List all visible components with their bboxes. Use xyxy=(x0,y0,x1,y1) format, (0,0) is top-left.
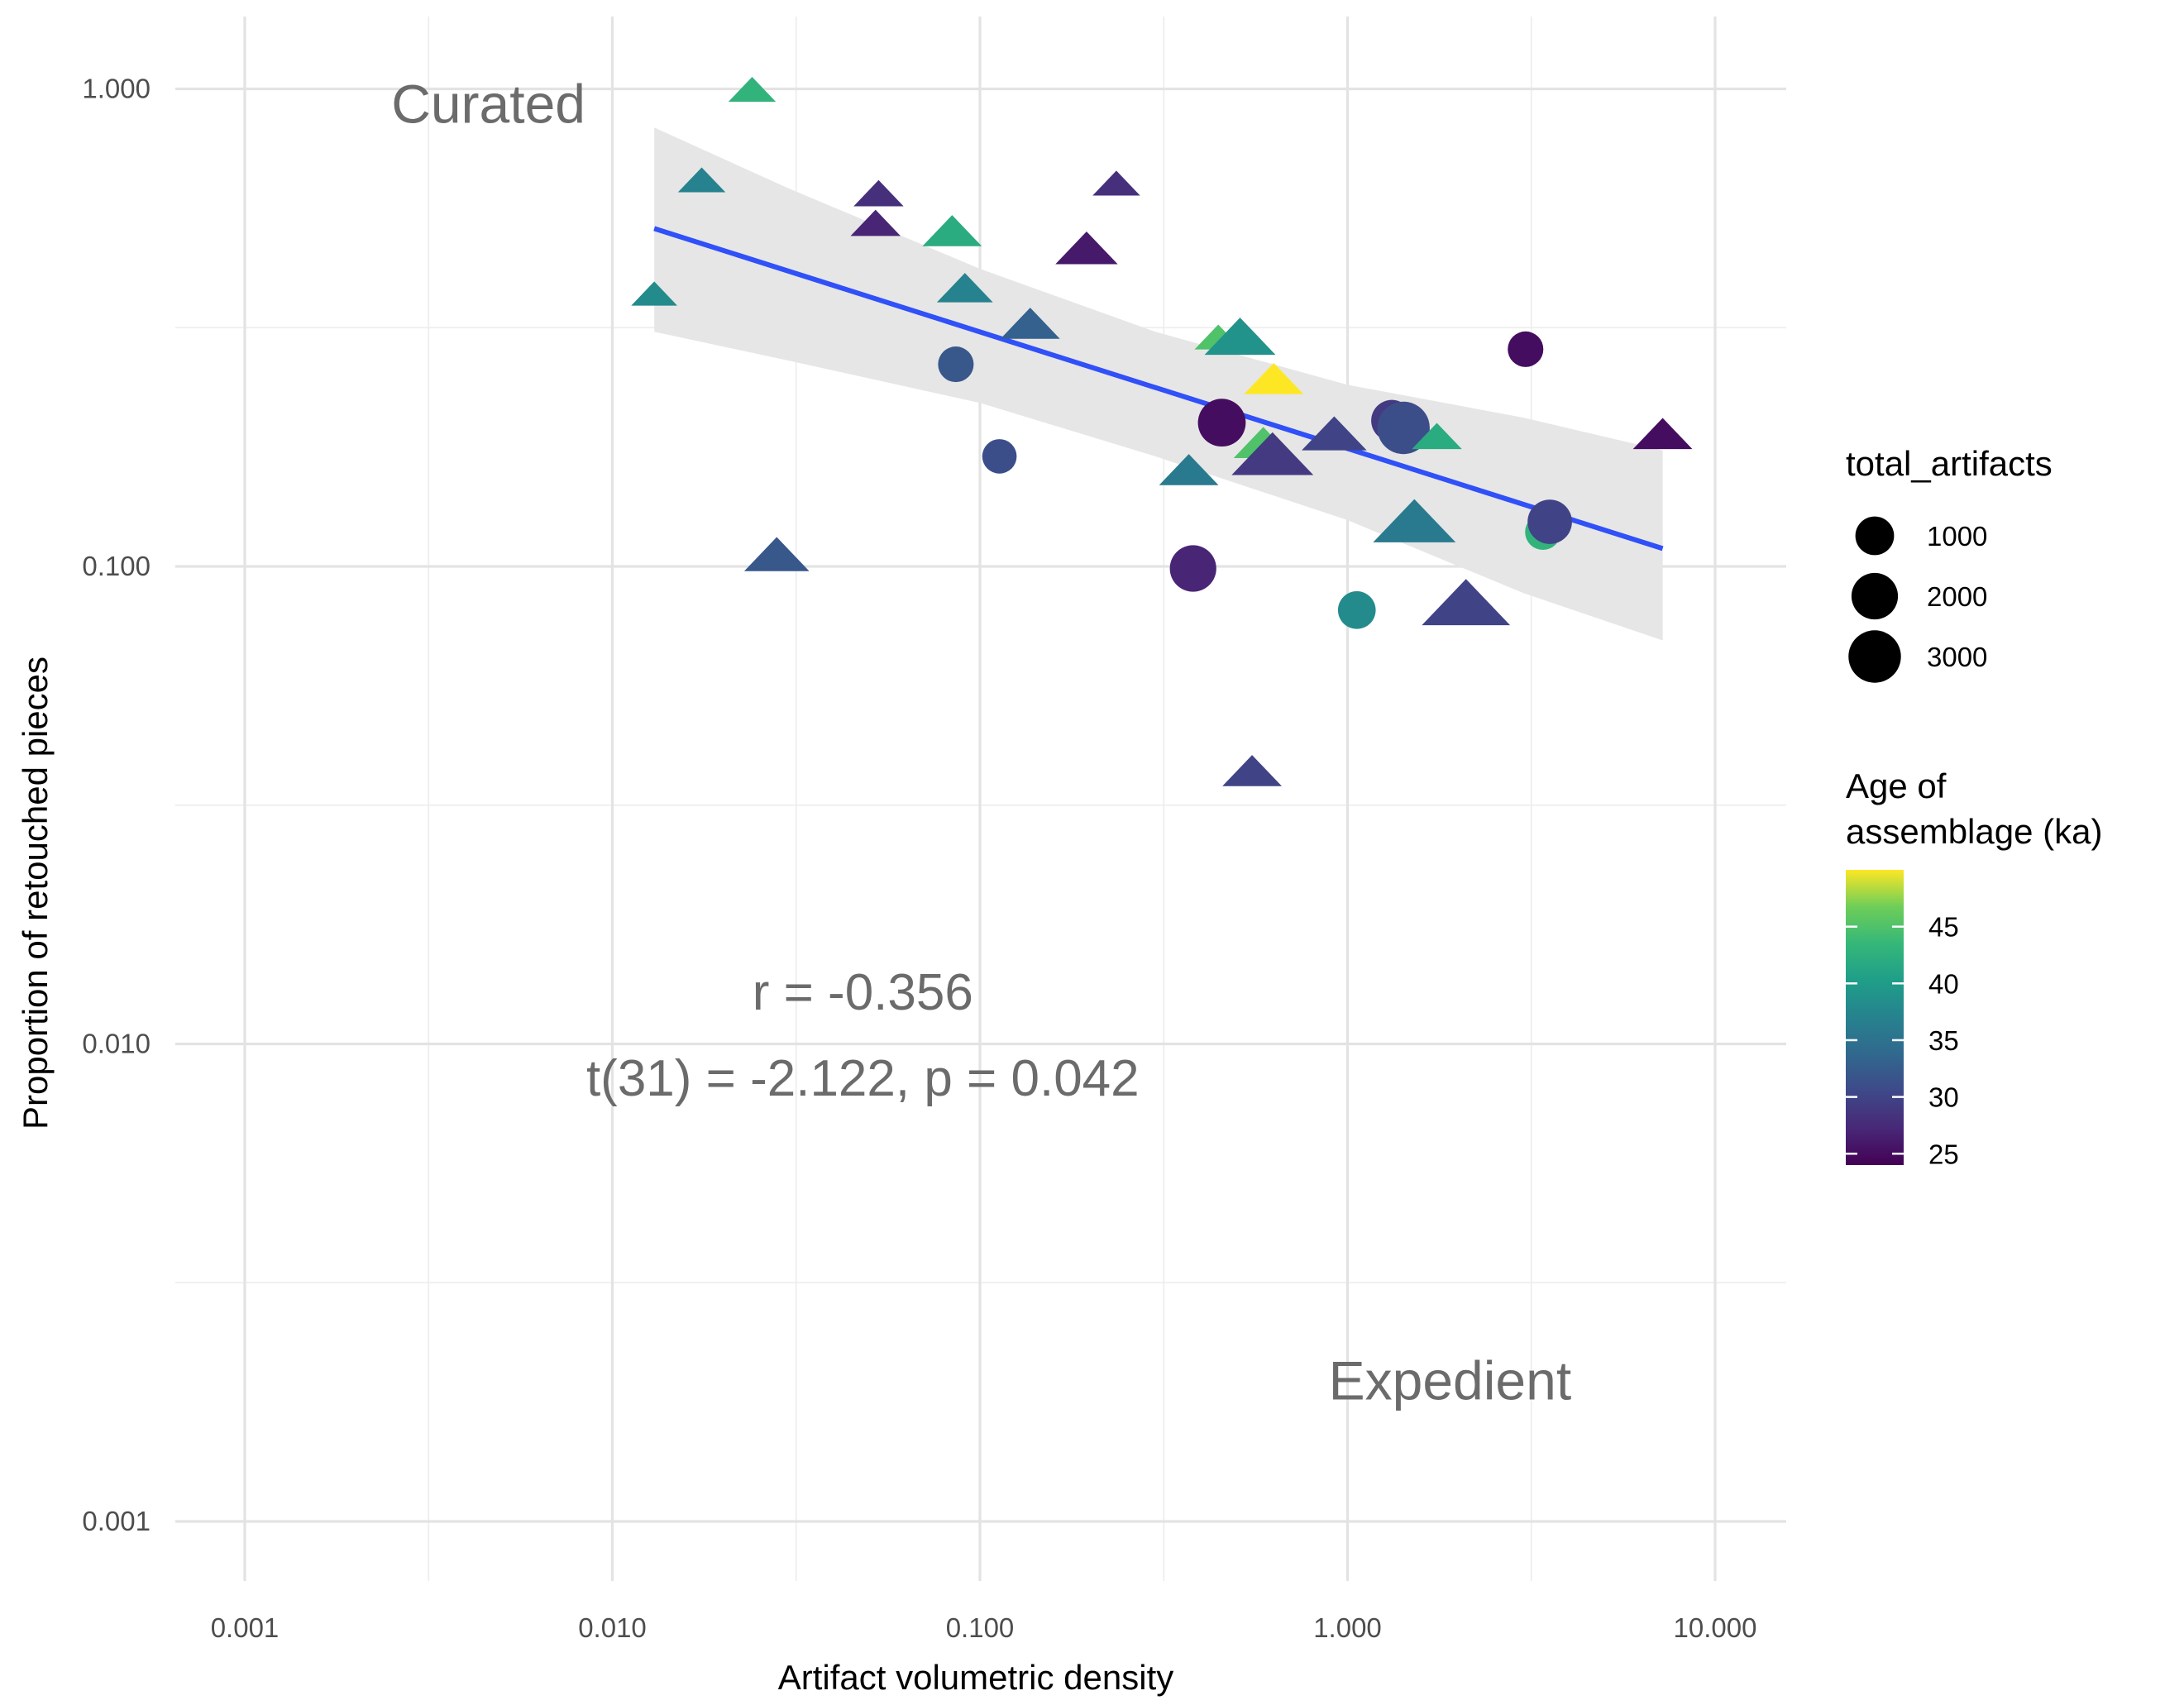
color-legend-title-line-1: Age of xyxy=(1846,767,1947,805)
confidence-band xyxy=(654,127,1663,641)
color-tick-label: 35 xyxy=(1928,1025,1959,1056)
data-point-triangle xyxy=(1302,416,1367,451)
data-point-triangle xyxy=(743,537,810,571)
y-axis-tick-labels: 0.001 0.010 0.100 1.000 xyxy=(82,74,151,1537)
size-legend-key xyxy=(1851,572,1899,620)
size-legend-key xyxy=(1848,630,1901,683)
x-tick-label: 10.000 xyxy=(1674,1612,1757,1643)
data-point-triangle xyxy=(1231,432,1314,475)
data-point-triangle xyxy=(1222,755,1283,786)
data-point-triangle xyxy=(1000,308,1060,339)
data-point-triangle xyxy=(1422,579,1511,626)
data-point-circle xyxy=(938,346,974,383)
color-tick-label: 30 xyxy=(1928,1082,1959,1113)
data-point-triangle xyxy=(1204,318,1276,356)
annotation-text: t(31) = -2.122, p = 0.042 xyxy=(586,1050,1140,1107)
data-points xyxy=(631,77,1693,786)
y-axis-title: Proportion of retouched pieces xyxy=(16,657,55,1130)
data-point-triangle xyxy=(850,209,901,236)
size-legend-title: total_artifacts xyxy=(1846,444,2053,483)
data-point-circle xyxy=(1197,399,1246,447)
data-point-triangle xyxy=(1159,454,1219,485)
data-point-triangle xyxy=(1092,170,1140,196)
data-point-circle xyxy=(982,439,1017,474)
data-point-circle xyxy=(1169,545,1216,592)
color-legend: Age of assemblage (ka) 25 30 35 40 45 xyxy=(1846,767,2102,1169)
trend-line xyxy=(653,226,1664,552)
data-point-triangle xyxy=(1632,418,1693,450)
y-tick-label: 0.100 xyxy=(82,551,151,581)
size-legend-label: 3000 xyxy=(1927,642,1987,672)
x-tick-label: 1.000 xyxy=(1313,1612,1382,1643)
x-tick-label: 0.001 xyxy=(211,1612,280,1643)
data-point-circle xyxy=(1337,591,1376,629)
confidence-band-area xyxy=(654,127,1663,641)
size-legend-label: 2000 xyxy=(1927,581,1987,612)
annotation-text: Curated xyxy=(391,73,585,134)
color-legend-title-line-2: assemblage (ka) xyxy=(1846,812,2102,851)
regression-line xyxy=(653,226,1664,552)
size-legend-label: 1000 xyxy=(1927,521,1987,552)
y-tick-label: 1.000 xyxy=(82,74,151,104)
y-tick-label: 0.010 xyxy=(82,1029,151,1059)
data-point-triangle xyxy=(1373,499,1456,542)
color-bar xyxy=(1846,870,1904,1165)
x-tick-label: 0.010 xyxy=(578,1612,647,1643)
x-axis-tick-labels: 0.001 0.010 0.100 1.000 10.000 xyxy=(211,1612,1757,1643)
data-point-triangle xyxy=(1244,363,1304,394)
data-point-triangle xyxy=(1412,423,1462,450)
data-point-circle xyxy=(1377,401,1430,455)
color-tick-label: 40 xyxy=(1928,968,1959,999)
annotations: Curated Expedient r = -0.356 t(31) = -2.122… xyxy=(391,73,1571,1411)
color-tick-label: 45 xyxy=(1928,912,1959,943)
size-legend: total_artifacts 1000 2000 3000 xyxy=(1846,444,2053,683)
data-point-circle xyxy=(1527,499,1572,544)
x-tick-label: 0.100 xyxy=(946,1612,1015,1643)
data-point-triangle xyxy=(936,273,993,303)
data-point-triangle xyxy=(677,167,726,193)
data-point-triangle xyxy=(853,179,904,207)
data-point-triangle xyxy=(728,77,777,103)
y-tick-label: 0.001 xyxy=(82,1506,151,1536)
annotation-text: r = -0.356 xyxy=(753,964,973,1021)
data-point-triangle xyxy=(1055,231,1118,265)
color-tick-label: 25 xyxy=(1928,1139,1959,1169)
data-point-triangle xyxy=(922,215,982,246)
data-point-circle xyxy=(1508,331,1544,367)
data-point-triangle xyxy=(631,281,678,306)
size-legend-key xyxy=(1855,516,1895,556)
grid-major xyxy=(175,17,1786,1581)
annotation-text: Expedient xyxy=(1329,1350,1572,1411)
x-axis-title: Artifact volumetric density xyxy=(778,1658,1174,1697)
